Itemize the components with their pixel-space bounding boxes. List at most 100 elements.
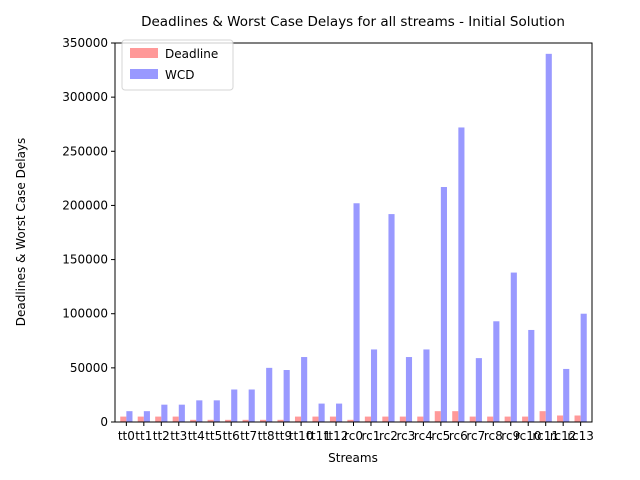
- x-tick-label-rc11: rc11: [532, 429, 559, 443]
- bar-deadline-tt2: [155, 416, 162, 422]
- legend-label-deadline: Deadline: [165, 47, 218, 61]
- x-tick-label-rc8: rc8: [484, 429, 503, 443]
- x-tick-label-rc13: rc13: [567, 429, 594, 443]
- bar-deadline-rc7: [469, 416, 476, 422]
- bar-deadline-tt6: [225, 419, 232, 422]
- x-tick-label-tt12: tt12: [324, 429, 349, 443]
- y-tick-label: 300000: [62, 90, 108, 104]
- bar-wcd-tt3: [178, 404, 185, 422]
- bar-wcd-rc6: [458, 127, 465, 423]
- legend-swatch-wcd: [130, 69, 158, 79]
- bar-deadline-tt10: [294, 416, 302, 422]
- x-tick-label-rc6: rc6: [449, 429, 468, 443]
- bar-wcd-rc12: [563, 368, 570, 422]
- bar-wcd-tt7: [248, 389, 255, 422]
- bar-deadline-tt3: [172, 416, 179, 422]
- x-tick-label-tt4: tt4: [188, 429, 205, 443]
- y-tick-label: 0: [100, 415, 108, 429]
- bar-deadline-tt1: [137, 416, 144, 422]
- x-tick-label-rc0: rc0: [344, 429, 363, 443]
- bar-wcd-rc8: [493, 321, 500, 422]
- chart-title: Deadlines & Worst Case Delays for all st…: [141, 14, 565, 30]
- x-tick-label-tt5: tt5: [205, 429, 222, 443]
- bar-wcd-tt10: [301, 357, 308, 422]
- y-axis-ticks: 0 50000 100000 150000 200000 250000 300000 3500…: [62, 36, 115, 429]
- bar-deadline-rc11: [539, 411, 546, 422]
- bar-deadline-rc12: [557, 415, 564, 422]
- y-tick-label: 150000: [62, 253, 108, 267]
- x-tick-label-rc2: rc2: [379, 429, 398, 443]
- bar-deadline-rc0: [347, 419, 354, 422]
- bar-deadline-rc1: [364, 416, 371, 422]
- x-tick-label-tt6: tt6: [223, 429, 240, 443]
- x-tick-label-rc12: rc12: [550, 429, 577, 443]
- x-tick-label-rc10: rc10: [515, 429, 542, 443]
- bar-wcd-rc3: [405, 357, 413, 422]
- x-tick-label-tt7: tt7: [240, 429, 257, 443]
- x-tick-label-tt3: tt3: [170, 429, 187, 443]
- bar-deadline-tt7: [242, 419, 249, 422]
- legend-swatch-deadline: [130, 48, 158, 58]
- bar-deadline-tt8: [260, 419, 267, 422]
- bar-wcd-tt5: [213, 400, 220, 422]
- bar-deadline-rc10: [522, 416, 529, 422]
- x-tick-label-tt10: tt10: [289, 429, 314, 443]
- bar-deadline-rc4: [417, 416, 424, 422]
- x-tick-label-tt1: tt1: [135, 429, 152, 443]
- bar-wcd-rc0: [353, 203, 360, 422]
- bar-deadline-tt4: [190, 419, 197, 422]
- bar-deadline-rc3: [399, 416, 406, 422]
- x-tick-label-tt11: tt11: [306, 429, 331, 443]
- x-tick-label-tt8: tt8: [258, 429, 275, 443]
- x-tick-label-tt0: tt0: [118, 429, 135, 443]
- x-tick-label-rc1: rc1: [362, 429, 381, 443]
- bar-wcd-tt9: [283, 370, 290, 422]
- bars-group: [120, 53, 587, 423]
- bar-wcd-tt1: [143, 411, 150, 422]
- bar-deadline-rc8: [487, 416, 494, 422]
- y-tick-label: 200000: [62, 198, 108, 212]
- bar-deadline-tt5: [207, 419, 214, 422]
- bar-wcd-tt4: [196, 400, 203, 422]
- x-tick-label-rc9: rc9: [501, 429, 520, 443]
- bar-deadline-rc9: [504, 416, 511, 422]
- bar-wcd-rc9: [510, 272, 517, 422]
- bar-deadline-tt0: [120, 416, 127, 422]
- y-tick-label: 100000: [62, 307, 108, 321]
- x-axis-ticks: tt0 tt1 tt2 tt3 tt4 tt5 tt6 tt7 tt8 tt9tt10tt11tt…: [118, 422, 594, 443]
- x-tick-label-tt9: tt9: [275, 429, 292, 443]
- bar-wcd-rc7: [475, 358, 482, 422]
- bar-wcd-tt8: [266, 367, 273, 422]
- legend-label-wcd: WCD: [165, 68, 194, 82]
- bar-wcd-rc10: [528, 329, 535, 422]
- x-tick-label-tt2: tt2: [153, 429, 170, 443]
- bar-wcd-tt0: [126, 411, 133, 422]
- bar-wcd-rc4: [423, 349, 430, 422]
- bar-wcd-rc11: [545, 53, 552, 422]
- bar-wcd-tt11: [318, 403, 325, 422]
- bar-wcd-tt6: [231, 389, 238, 422]
- bar-wcd-rc1: [370, 349, 378, 422]
- y-axis-label: Deadlines & Worst Case Delays: [14, 138, 28, 327]
- x-tick-label-rc7: rc7: [466, 429, 485, 443]
- bar-deadline-rc13: [574, 415, 581, 422]
- bar-deadline-rc2: [382, 416, 389, 422]
- y-tick-label: 50000: [70, 361, 108, 375]
- bar-deadline-rc6: [452, 411, 459, 422]
- bar-wcd-tt2: [161, 404, 168, 422]
- bar-wcd-rc5: [440, 187, 447, 422]
- y-tick-label: 350000: [62, 36, 108, 50]
- bar-deadline-rc5: [434, 411, 441, 422]
- y-tick-label: 250000: [62, 144, 108, 158]
- bar-wcd-rc2: [388, 214, 395, 422]
- legend: Deadline WCD: [121, 39, 234, 91]
- bar-deadline-tt12: [329, 416, 337, 422]
- bar-wcd-tt12: [336, 403, 343, 422]
- x-axis-label: Streams: [328, 451, 378, 465]
- plot-frame: [114, 42, 593, 423]
- x-tick-label-rc3: rc3: [396, 429, 415, 443]
- bar-deadline-tt11: [312, 416, 319, 422]
- bar-wcd-rc13: [580, 313, 587, 422]
- x-tick-label-rc4: rc4: [414, 429, 433, 443]
